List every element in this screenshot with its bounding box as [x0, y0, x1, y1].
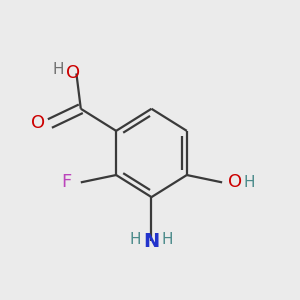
Text: H: H: [162, 232, 173, 247]
Text: H: H: [243, 175, 255, 190]
Text: O: O: [66, 64, 80, 82]
Text: O: O: [228, 173, 242, 191]
Text: N: N: [143, 232, 160, 251]
Text: H: H: [53, 62, 64, 77]
Text: O: O: [31, 115, 46, 133]
Text: F: F: [62, 173, 72, 191]
Text: H: H: [130, 232, 141, 247]
